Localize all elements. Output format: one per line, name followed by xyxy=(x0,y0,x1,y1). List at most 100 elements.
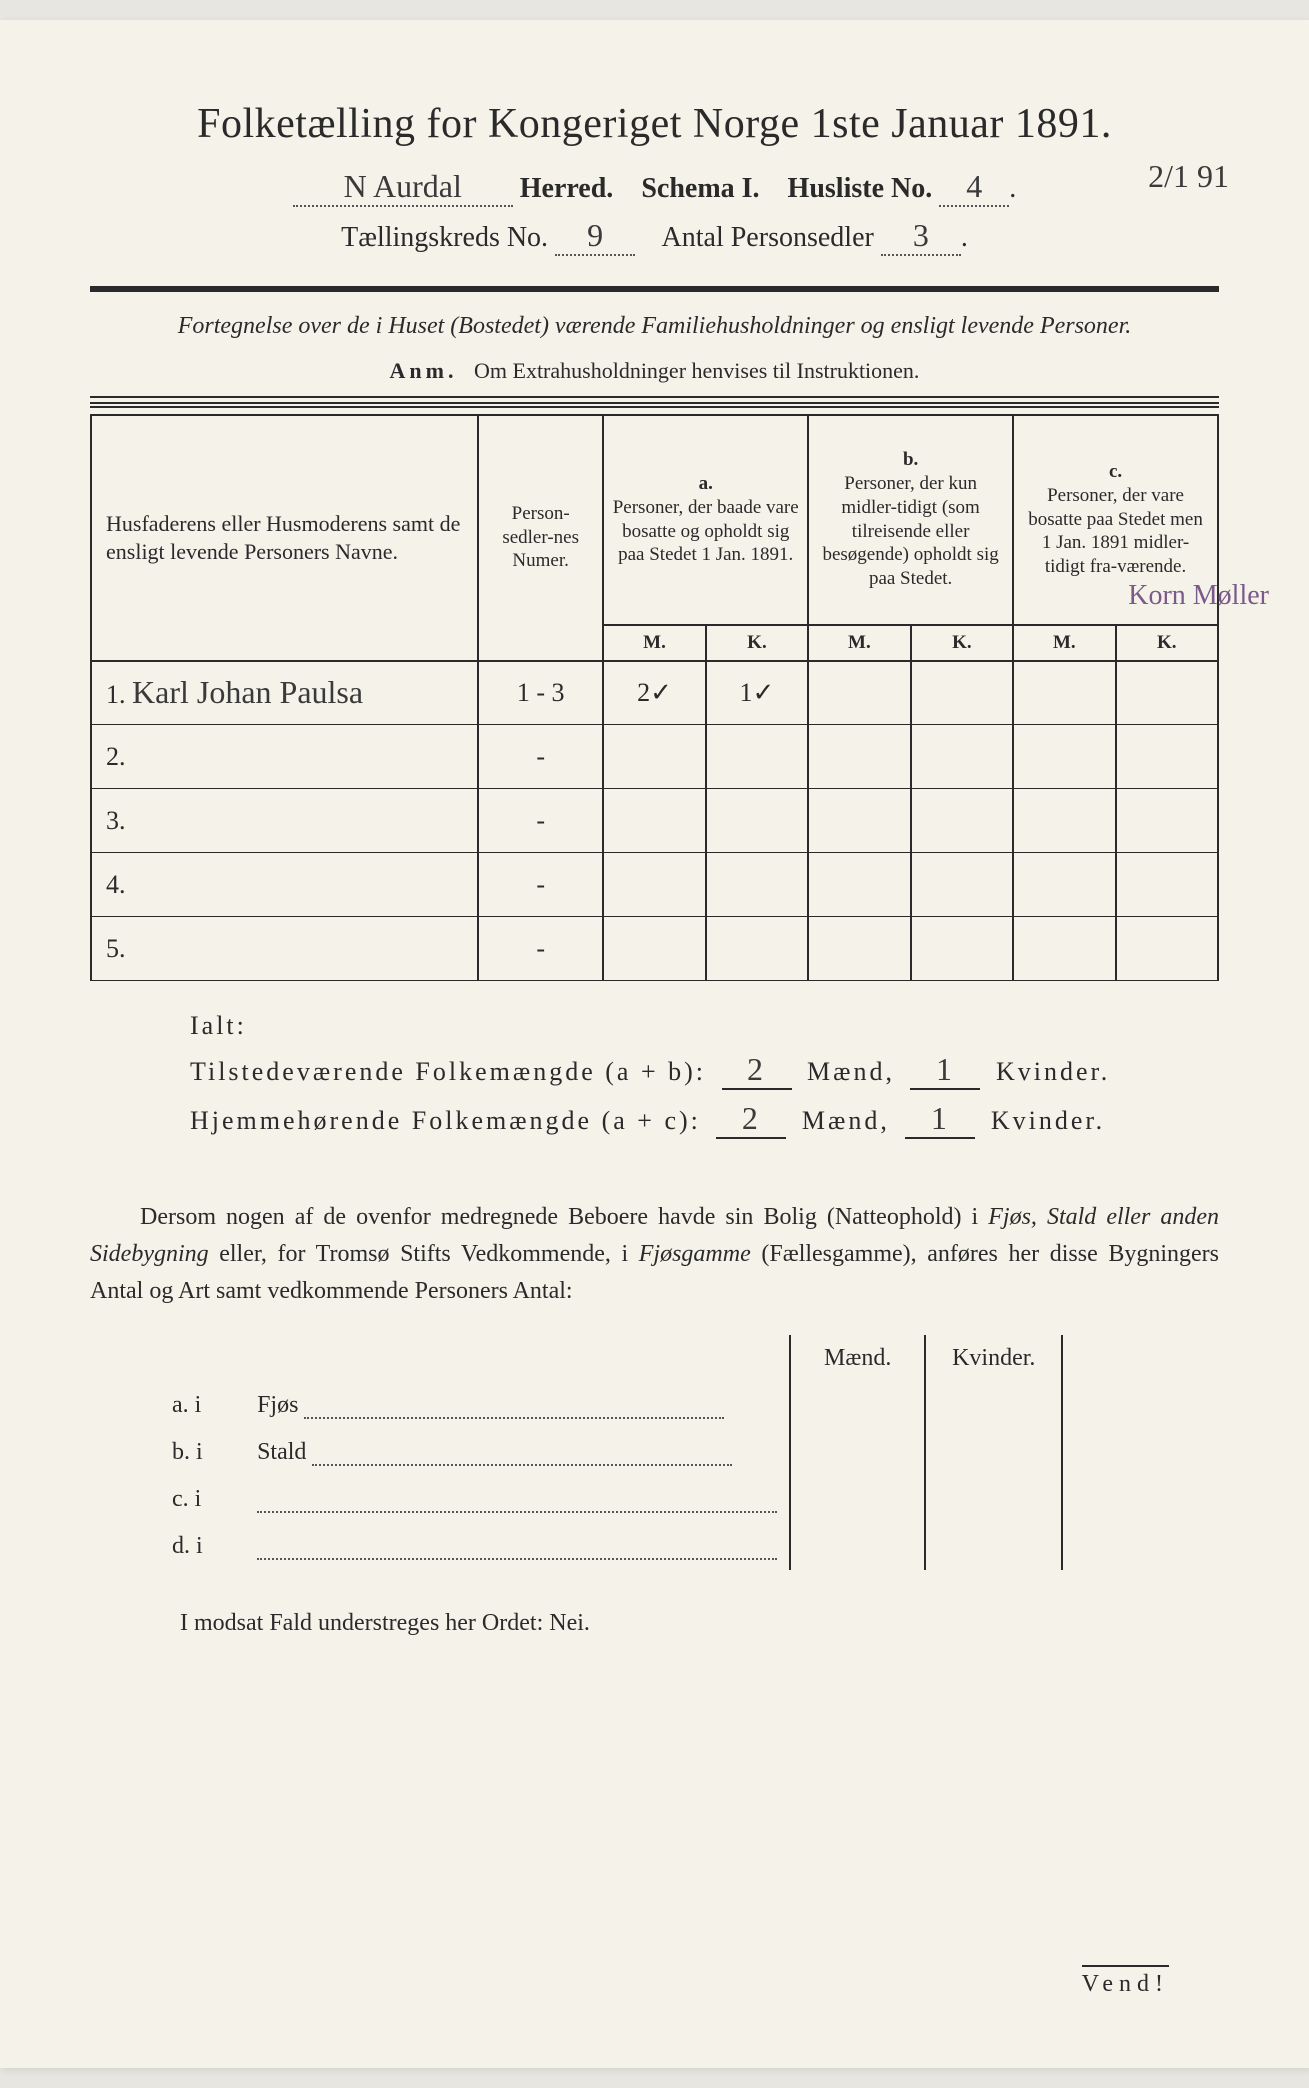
antal-number: 3 xyxy=(881,217,961,256)
maend-label: Mænd, xyxy=(802,1106,890,1135)
husliste-label: Husliste No. xyxy=(788,173,933,204)
cell-bm xyxy=(808,661,910,725)
cell-num: - xyxy=(478,789,603,853)
cell-ck xyxy=(1116,789,1218,853)
cell-ak: 1✓ xyxy=(706,661,808,725)
nei-line: I modsat Fald understreges her Ordet: Ne… xyxy=(180,1610,1219,1637)
cell-bk xyxy=(911,725,1013,789)
building-row: b. i Stald xyxy=(160,1429,1062,1476)
totals-row-2: Hjemmehørende Folkemængde (a + c): 2 Mæn… xyxy=(190,1100,1219,1139)
date-annotation: 2/1 91 xyxy=(1148,158,1229,195)
col-header-number: Person-sedler-nes Numer. xyxy=(478,415,603,661)
table-row: 2. - xyxy=(91,725,1218,789)
page-title: Folketælling for Kongeriget Norge 1ste J… xyxy=(90,100,1219,148)
subtitle-row-1: N Aurdal Herred. Schema I. Husliste No. … xyxy=(90,168,1219,207)
cell-am xyxy=(603,853,705,917)
paragraph: Dersom nogen af de ovenfor medregnede Be… xyxy=(90,1199,1219,1311)
totals-2-k: 1 xyxy=(905,1100,975,1139)
margin-note: Korn Møller xyxy=(1128,580,1269,612)
cell-bk xyxy=(911,661,1013,725)
col-b-m: M. xyxy=(808,625,910,661)
table-body: 1. Karl Johan Paulsa 1 - 3 2✓ 1✓ 2. - xyxy=(91,661,1218,981)
anm-label: Anm. xyxy=(390,358,458,383)
ialt-label: Ialt: xyxy=(190,1011,1219,1041)
col-header-b: b. Personer, der kun midler-tidigt (som … xyxy=(808,415,1013,625)
cell-ck xyxy=(1116,661,1218,725)
cell-num: - xyxy=(478,917,603,981)
cell-am xyxy=(603,725,705,789)
col-c-m: M. xyxy=(1013,625,1115,661)
antal-label: Antal Personsedler xyxy=(662,222,874,253)
cell-bk xyxy=(911,853,1013,917)
col-header-name: Husfaderens eller Husmoderens samt de en… xyxy=(91,415,478,661)
totals-2-m: 2 xyxy=(716,1100,786,1139)
col-kvinder: Kvinder. xyxy=(925,1335,1062,1382)
schema-label: Schema I. xyxy=(641,173,759,204)
subtitle-row-2: Tællingskreds No. 9 Antal Personsedler 3… xyxy=(90,217,1219,256)
totals-1-k: 1 xyxy=(910,1051,980,1090)
cell-ck xyxy=(1116,853,1218,917)
kreds-label: Tællingskreds No. xyxy=(341,222,548,253)
cell-cm xyxy=(1013,789,1115,853)
cell-ak xyxy=(706,853,808,917)
cell-bm xyxy=(808,725,910,789)
table-row: 3. - xyxy=(91,789,1218,853)
totals-label-1: Tilstedeværende Folkemængde (a + b): xyxy=(190,1057,706,1086)
dots-fill xyxy=(257,1558,777,1560)
cell-bm xyxy=(808,789,910,853)
anm-line: Anm. Om Extrahusholdninger henvises til … xyxy=(90,358,1219,384)
building-row: d. i xyxy=(160,1523,1062,1570)
col-b-k: K. xyxy=(911,625,1013,661)
cell-bk xyxy=(911,917,1013,981)
cell-cm xyxy=(1013,725,1115,789)
cell-cm xyxy=(1013,853,1115,917)
col-c-k: K. xyxy=(1116,625,1218,661)
dots-fill xyxy=(257,1511,777,1513)
col-a-m: M. xyxy=(603,625,705,661)
dots-fill xyxy=(304,1417,724,1419)
cell-bm xyxy=(808,917,910,981)
col-header-a: a. Personer, der baade vare bosatte og o… xyxy=(603,415,808,625)
table-row: 1. Karl Johan Paulsa 1 - 3 2✓ 1✓ xyxy=(91,661,1218,725)
cell-name: 3. xyxy=(91,789,478,853)
herred-name-handwritten: N Aurdal xyxy=(293,168,513,207)
husliste-number: 4 xyxy=(939,168,1009,207)
totals-block: Ialt: Tilstedeværende Folkemængde (a + b… xyxy=(190,1011,1219,1139)
building-row: c. i xyxy=(160,1476,1062,1523)
maend-label: Mænd, xyxy=(807,1057,895,1086)
census-form-page: Folketælling for Kongeriget Norge 1ste J… xyxy=(0,20,1309,2068)
kreds-number: 9 xyxy=(555,217,635,256)
cell-ak xyxy=(706,917,808,981)
cell-name: 5. xyxy=(91,917,478,981)
cell-ck xyxy=(1116,725,1218,789)
col-maend: Mænd. xyxy=(790,1335,925,1382)
cell-ck xyxy=(1116,917,1218,981)
totals-1-m: 2 xyxy=(722,1051,792,1090)
totals-row-1: Tilstedeværende Folkemængde (a + b): 2 M… xyxy=(190,1051,1219,1090)
cell-num: - xyxy=(478,853,603,917)
building-row: a. i Fjøs xyxy=(160,1382,1062,1429)
totals-label-2: Hjemmehørende Folkemængde (a + c): xyxy=(190,1106,701,1135)
kvinder-label: Kvinder. xyxy=(991,1106,1105,1135)
dots-fill xyxy=(312,1464,732,1466)
table-row: 5. - xyxy=(91,917,1218,981)
intro-text: Fortegnelse over de i Huset (Bostedet) v… xyxy=(90,310,1219,344)
col-a-k: K. xyxy=(706,625,808,661)
cell-am xyxy=(603,789,705,853)
divider-thin xyxy=(90,396,1219,398)
cell-cm xyxy=(1013,917,1115,981)
anm-text: Om Extrahusholdninger henvises til Instr… xyxy=(474,358,919,383)
cell-am xyxy=(603,917,705,981)
cell-name: 1. Karl Johan Paulsa xyxy=(91,661,478,725)
kvinder-label: Kvinder. xyxy=(996,1057,1110,1086)
cell-name: 4. xyxy=(91,853,478,917)
herred-label: Herred. xyxy=(520,173,614,204)
cell-name: 2. xyxy=(91,725,478,789)
cell-num: - xyxy=(478,725,603,789)
divider-double xyxy=(90,402,1219,408)
building-table: Mænd. Kvinder. a. i Fjøs b. i Stald c. i… xyxy=(160,1335,1063,1570)
household-table: Husfaderens eller Husmoderens samt de en… xyxy=(90,414,1219,982)
cell-num: 1 - 3 xyxy=(478,661,603,725)
cell-ak xyxy=(706,725,808,789)
divider-thick xyxy=(90,286,1219,292)
